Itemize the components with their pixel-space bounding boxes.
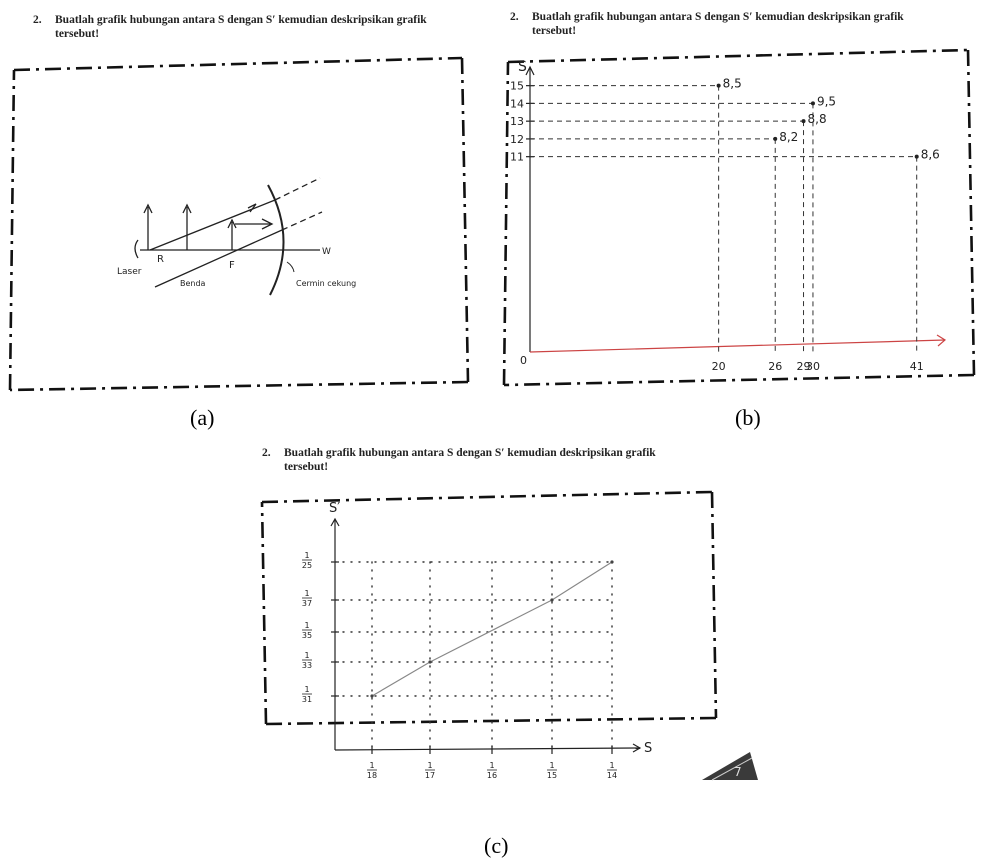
y-tick-label: 11 bbox=[510, 151, 524, 164]
page-corner-tab: 7 bbox=[702, 752, 758, 781]
y-tick-label-denominator: 31 bbox=[302, 695, 312, 704]
x-tick-label-numerator: 1 bbox=[609, 761, 614, 770]
y-tick-label-denominator: 35 bbox=[302, 631, 312, 640]
x-tick-label-denominator: 18 bbox=[367, 771, 377, 780]
x-axis-arrow bbox=[632, 743, 642, 753]
y-axis-label: S′ bbox=[329, 501, 340, 516]
x-tick-label: 118 bbox=[367, 761, 377, 780]
origin-label: 0 bbox=[520, 354, 527, 367]
data-point-label: 8,5 bbox=[723, 77, 742, 91]
optics-sketch bbox=[134, 177, 323, 296]
x-tick-label-numerator: 1 bbox=[369, 761, 374, 770]
caption-c: (c) bbox=[484, 833, 509, 858]
question-line-1: Buatlah grafik hubungan antara S dengan … bbox=[55, 14, 427, 26]
y-tick-label: 12 bbox=[510, 133, 524, 146]
series-line bbox=[371, 561, 613, 697]
x-tick-label: 29 bbox=[797, 360, 811, 373]
data-point bbox=[810, 101, 815, 106]
x-tick-label: 114 bbox=[607, 761, 617, 780]
caption-a: (a) bbox=[190, 405, 215, 430]
x-tick-label-denominator: 14 bbox=[607, 771, 617, 780]
x-axis-arrow bbox=[936, 334, 947, 347]
data-point bbox=[610, 560, 614, 564]
panel-b: 2. Buatlah grafik hubungan antara S denga… bbox=[490, 0, 987, 440]
y-tick-label: 13 bbox=[510, 115, 524, 128]
x-tick-label-numerator: 1 bbox=[427, 761, 432, 770]
question-line-2: tersebut! bbox=[284, 461, 329, 473]
y-axis-arrow bbox=[525, 65, 535, 76]
label-cermin-cekung: Cermin cekung bbox=[296, 279, 356, 288]
question-number: 2. bbox=[262, 447, 271, 459]
x-tick-label-numerator: 1 bbox=[489, 761, 494, 770]
label-r: R bbox=[157, 254, 164, 265]
data-point-label: 8,6 bbox=[921, 148, 940, 162]
x-tick-label: 30 bbox=[806, 360, 820, 373]
y-tick-label-numerator: 1 bbox=[304, 621, 309, 630]
y-tick-label-denominator: 33 bbox=[302, 661, 312, 670]
data-point-label: 9,5 bbox=[817, 94, 836, 108]
x-tick-label: 115 bbox=[547, 761, 557, 780]
page-number: 7 bbox=[734, 765, 742, 779]
x-tick-label: 20 bbox=[712, 360, 726, 373]
y-axis-label: S bbox=[518, 59, 527, 75]
question-line-1: Buatlah grafik hubungan antara S dengan … bbox=[284, 447, 656, 459]
data-point bbox=[550, 598, 554, 602]
question-line-2: tersebut! bbox=[532, 25, 577, 37]
question-number: 2. bbox=[33, 14, 42, 26]
data-point-label: 8,2 bbox=[779, 130, 798, 144]
x-tick-label: 117 bbox=[425, 761, 435, 780]
y-tick-label-numerator: 1 bbox=[304, 685, 309, 694]
y-tick-label: 133 bbox=[302, 651, 312, 670]
y-tick-label: 137 bbox=[302, 589, 312, 608]
y-tick-label-denominator: 37 bbox=[302, 599, 312, 608]
label-w: W bbox=[322, 247, 331, 257]
y-tick-label: 125 bbox=[302, 551, 312, 570]
data-point bbox=[773, 136, 778, 141]
question-line-2: tersebut! bbox=[55, 28, 100, 40]
x-axis bbox=[529, 339, 946, 353]
y-tick-label-numerator: 1 bbox=[304, 651, 309, 660]
x-tick-label-numerator: 1 bbox=[549, 761, 554, 770]
y-tick-label: 14 bbox=[510, 97, 524, 110]
y-tick-label: 131 bbox=[302, 685, 312, 704]
caption-b: (b) bbox=[735, 405, 761, 430]
answer-frame-a: Laser R Benda F Cermin cekung W bbox=[8, 56, 470, 392]
data-point-label: 8,8 bbox=[808, 112, 827, 126]
y-tick-label: 135 bbox=[302, 621, 312, 640]
x-tick-label: 41 bbox=[910, 360, 924, 373]
y-tick-label-numerator: 1 bbox=[304, 589, 309, 598]
x-tick-label-denominator: 17 bbox=[425, 771, 435, 780]
data-point bbox=[428, 660, 432, 664]
data-point bbox=[801, 119, 806, 124]
question-number: 2. bbox=[510, 11, 519, 23]
question-line-1: Buatlah grafik hubungan antara S dengan … bbox=[532, 11, 904, 23]
label-laser: Laser bbox=[117, 267, 142, 277]
data-point bbox=[716, 83, 721, 88]
data-point bbox=[914, 154, 919, 159]
x-tick-label-denominator: 15 bbox=[547, 771, 557, 780]
y-axis-arrow bbox=[330, 517, 340, 527]
x-tick-label-denominator: 16 bbox=[487, 771, 497, 780]
x-tick-label: 26 bbox=[768, 360, 782, 373]
panel-c: 2. Buatlah grafik hubungan antara S denga… bbox=[240, 440, 760, 867]
y-tick-label-numerator: 1 bbox=[304, 551, 309, 560]
x-axis bbox=[334, 747, 641, 751]
panel-a: 2. Buatlah grafik hubungan antara S denga… bbox=[0, 0, 490, 440]
x-axis-label: S bbox=[644, 741, 652, 756]
question-b: 2. Buatlah grafik hubungan antara S denga… bbox=[510, 10, 980, 38]
y-tick-label-denominator: 25 bbox=[302, 561, 312, 570]
question-c: 2. Buatlah grafik hubungan antara S denga… bbox=[262, 446, 742, 474]
label-f: F bbox=[229, 260, 235, 271]
label-benda: Benda bbox=[180, 279, 206, 288]
x-tick-label: 116 bbox=[487, 761, 497, 780]
y-tick-label: 15 bbox=[510, 80, 524, 93]
question-a: 2. Buatlah grafik hubungan antara S denga… bbox=[33, 13, 483, 41]
data-point bbox=[370, 694, 374, 698]
